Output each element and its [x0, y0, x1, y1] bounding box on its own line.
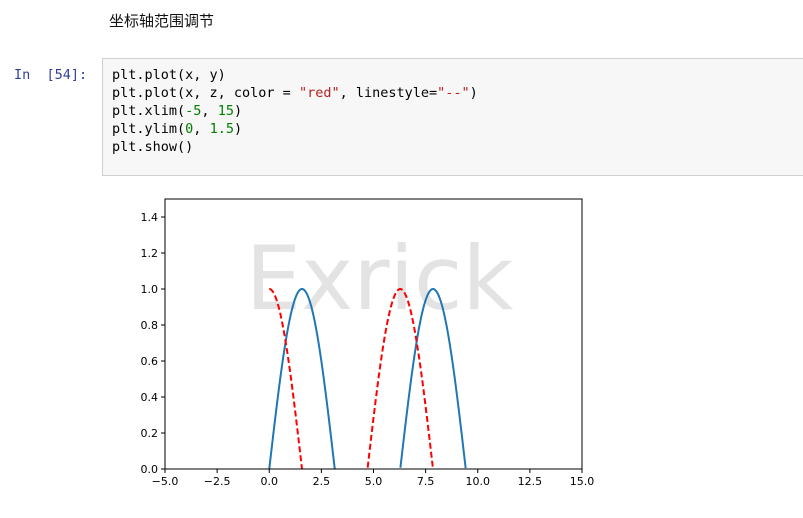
- markdown-heading: 坐标轴范围调节: [109, 12, 215, 30]
- code-token: ,: [201, 103, 218, 119]
- y-tick-label: 1.4: [141, 211, 159, 224]
- code-token: 1.5: [209, 121, 234, 137]
- y-tick-label: 0.8: [141, 319, 159, 332]
- code-token: "red": [298, 85, 340, 101]
- code-text[interactable]: plt.plot(x, y) plt.plot(x, z, color = "re…: [112, 66, 478, 156]
- series-line-0: [268, 287, 467, 469]
- x-tick-label: 0.0: [261, 475, 279, 488]
- code-token: plt.xlim(: [112, 103, 186, 119]
- code-token: 0: [185, 121, 194, 137]
- cell-output: Exrick −5.0 −2.5 0.0 2.5 5.0 7.5 10.0 12.5 15.0 0.…: [100, 190, 620, 510]
- y-tick-label: 0.4: [141, 391, 159, 404]
- line-chart: Exrick −5.0 −2.5 0.0 2.5 5.0 7.5 10.0 12.5 15.0 0.…: [141, 198, 595, 488]
- code-token: plt.ylim(: [112, 121, 186, 137]
- code-token: ): [469, 85, 478, 101]
- code-cell-editor[interactable]: plt.plot(x, y) plt.plot(x, z, color = "re…: [102, 58, 803, 176]
- code-line[interactable]: plt.xlim(-5, 15): [112, 102, 478, 120]
- code-line[interactable]: plt.plot(x, y): [112, 66, 478, 84]
- x-tick-label: 12.5: [518, 475, 543, 488]
- code-token: "--": [437, 85, 470, 101]
- code-token: plt.plot(x, y): [112, 67, 226, 83]
- y-tick-label: 0.2: [141, 427, 159, 440]
- code-token: 15: [217, 103, 234, 119]
- code-token: -5: [185, 103, 202, 119]
- x-tick-label: 5.0: [365, 475, 383, 488]
- x-tick-label: 7.5: [417, 475, 435, 488]
- x-tick-label: 10.0: [466, 475, 491, 488]
- series-line-1: [269, 288, 434, 469]
- y-tick-label: 0.6: [141, 355, 159, 368]
- code-token: , linestyle=: [339, 85, 438, 101]
- code-token: ): [233, 121, 243, 137]
- cell-prompt: In [54]:: [14, 67, 88, 83]
- code-line[interactable]: plt.ylim(0, 1.5): [112, 120, 478, 138]
- code-token: ): [233, 103, 243, 119]
- x-tick-label: 15.0: [570, 475, 595, 488]
- code-token: ,: [193, 121, 210, 137]
- y-tick-label: 0.0: [141, 463, 159, 476]
- code-token: plt.show(): [112, 139, 194, 155]
- x-tick-label: −5.0: [152, 475, 179, 488]
- code-token: plt.plot(x, z, color =: [112, 85, 299, 101]
- watermark-text: Exrick: [246, 227, 514, 330]
- code-line[interactable]: plt.plot(x, z, color = "red", linestyle=…: [112, 84, 478, 102]
- code-line[interactable]: plt.show(): [112, 138, 478, 156]
- x-tick-label: −2.5: [204, 475, 231, 488]
- y-tick-label: 1.2: [141, 247, 159, 260]
- x-tick-label: 2.5: [313, 475, 331, 488]
- y-tick-label: 1.0: [141, 283, 159, 296]
